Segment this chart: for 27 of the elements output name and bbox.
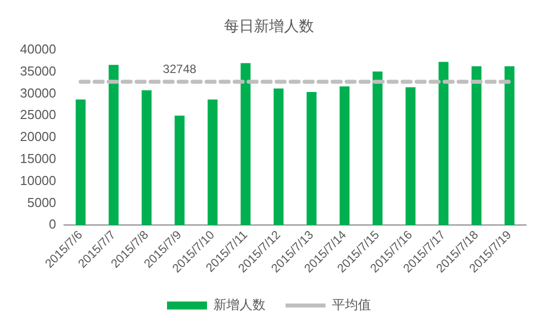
bar: [208, 99, 218, 226]
bar: [472, 66, 482, 226]
bar: [306, 92, 317, 226]
bar: [438, 62, 448, 226]
bar: [372, 71, 382, 226]
y-tick-label: 10000: [20, 172, 56, 188]
bar: [340, 86, 350, 226]
bar: [174, 116, 185, 226]
legend-label: 平均值: [332, 297, 371, 312]
y-tick-label: 40000: [20, 42, 56, 57]
y-tick-label: 30000: [20, 85, 56, 100]
bar: [274, 88, 284, 226]
bar: [142, 90, 152, 226]
y-tick-label: 20000: [20, 129, 56, 144]
bar: [108, 64, 119, 226]
y-tick-label: 5000: [27, 194, 56, 210]
y-tick-label: 15000: [20, 150, 56, 166]
y-tick-label: 0: [48, 216, 56, 232]
data-label: 32748: [162, 62, 197, 76]
y-tick-label: 25000: [20, 107, 56, 122]
bar: [240, 63, 251, 226]
bar: [504, 66, 514, 226]
bar: [406, 87, 416, 226]
chart-title: 每日新增人数: [224, 18, 314, 36]
bar: [76, 99, 86, 226]
y-tick-label: 35000: [20, 63, 56, 78]
legend-label: 新增人数: [214, 297, 266, 312]
